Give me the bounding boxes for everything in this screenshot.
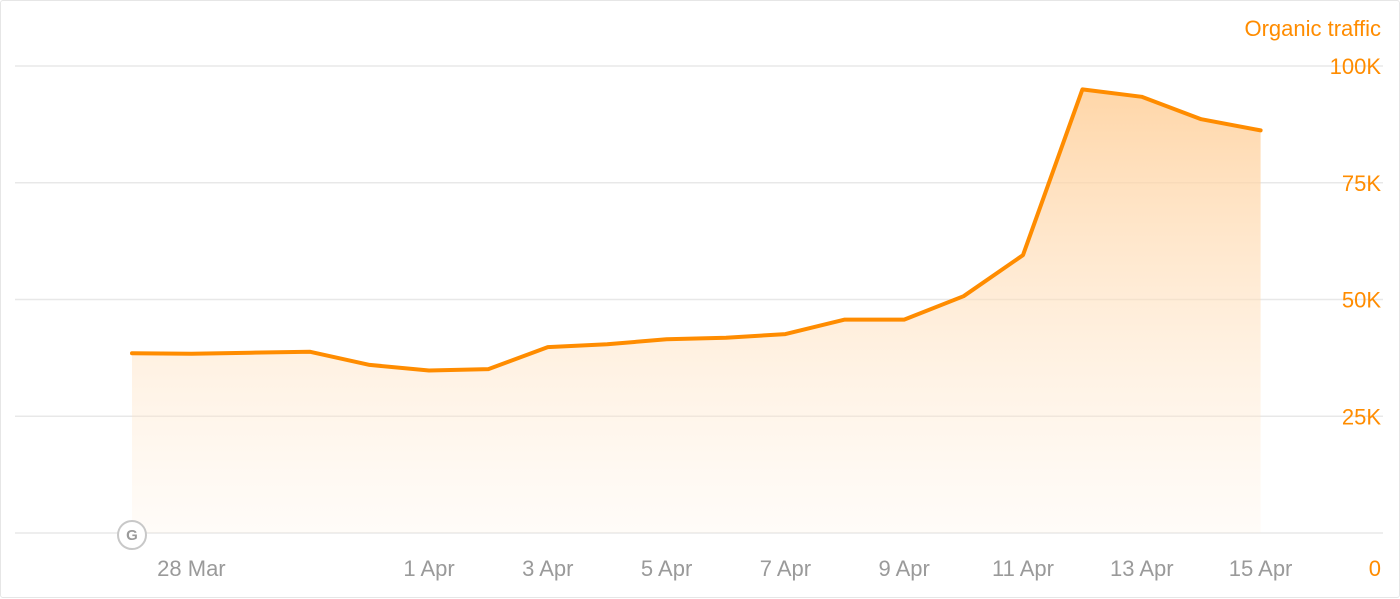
series-line-organic-traffic	[130, 87, 1263, 373]
data-point-2025-03-29[interactable]	[245, 347, 257, 359]
x-tick-label: 3 Apr	[522, 556, 573, 581]
y-tick-label: 75K	[1342, 171, 1381, 196]
data-point-2025-04-10[interactable]	[958, 290, 970, 302]
data-point-2025-04-07[interactable]	[779, 328, 791, 340]
y-tick-label: 0	[1369, 556, 1381, 581]
x-tick-label: 5 Apr	[641, 556, 692, 581]
data-point-2025-04-01[interactable]	[423, 364, 435, 376]
data-point-2025-03-28[interactable]	[185, 348, 197, 360]
x-tick-label: 28 Mar	[157, 556, 225, 581]
x-axis: 28 Mar 1 Apr 3 Apr 5 Apr 7 Apr 9 Apr 11 Apr 13 …	[157, 556, 1292, 581]
data-point-2025-04-03[interactable]	[542, 341, 554, 353]
y-tick-label: 25K	[1342, 404, 1381, 429]
line-layer	[126, 83, 1267, 376]
data-point-2025-04-04[interactable]	[601, 338, 613, 350]
data-point-2025-04-12[interactable]	[1076, 83, 1088, 95]
x-tick-label: 9 Apr	[879, 556, 930, 581]
x-tick-label: 15 Apr	[1229, 556, 1293, 581]
data-point-2025-04-05[interactable]	[661, 333, 673, 345]
y-tick-label: 50K	[1342, 288, 1381, 313]
google-update-marker-circle	[117, 520, 147, 550]
google-update-marker-icon[interactable]: G	[117, 520, 147, 550]
data-point-2025-04-14[interactable]	[1195, 113, 1207, 125]
area-layer	[132, 89, 1261, 534]
x-tick-label: 1 Apr	[403, 556, 454, 581]
data-point-2025-04-11[interactable]	[1017, 249, 1029, 261]
data-point-2025-03-27[interactable]	[126, 347, 138, 359]
data-point-2025-03-31[interactable]	[364, 359, 376, 371]
google-update-marker-label: G	[126, 527, 138, 544]
x-tick-label: 11 Apr	[992, 556, 1054, 581]
data-point-2025-04-15[interactable]	[1255, 124, 1267, 136]
data-point-2025-04-02[interactable]	[482, 363, 494, 375]
x-tick-label: 13 Apr	[1110, 556, 1174, 581]
y-axis: 0 25K 50K 75K 100K	[1330, 54, 1382, 581]
annotation-layer[interactable]: G	[117, 520, 147, 550]
series-area-organic-traffic	[132, 89, 1261, 534]
x-tick-label: 7 Apr	[760, 556, 811, 581]
data-point-2025-04-06[interactable]	[720, 332, 732, 344]
data-point-2025-03-30[interactable]	[304, 346, 316, 358]
data-point-2025-04-08[interactable]	[839, 314, 851, 326]
y-tick-label: 100K	[1330, 54, 1382, 79]
data-point-2025-04-09[interactable]	[898, 314, 910, 326]
y-axis-title: Organic traffic	[1244, 16, 1381, 41]
data-point-2025-04-13[interactable]	[1136, 91, 1148, 103]
